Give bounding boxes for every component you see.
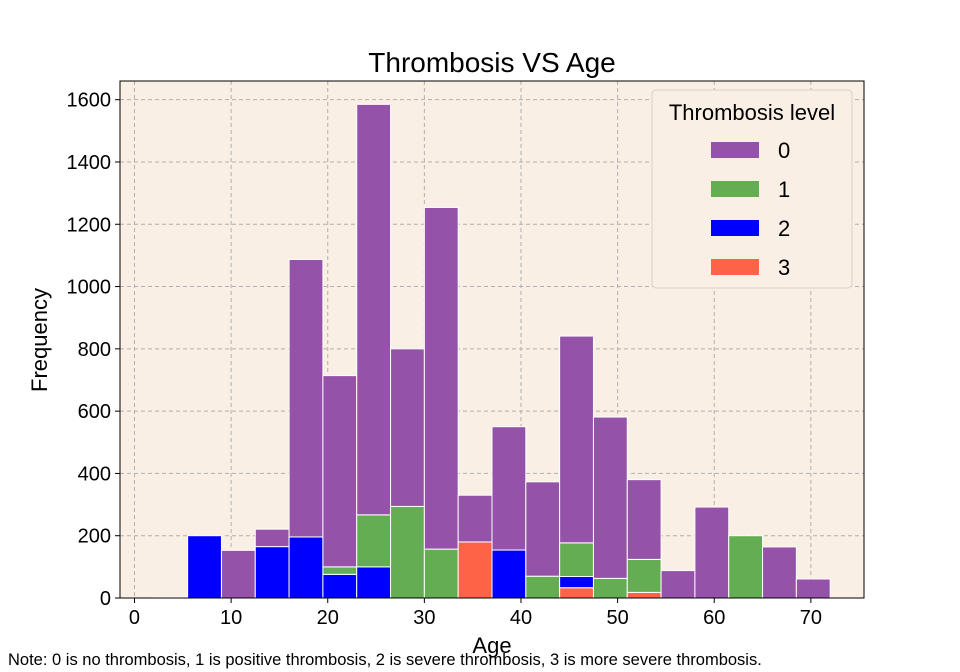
- bar-level-0-bin-14: [626, 479, 662, 560]
- bar-level-0-bin-16: [694, 506, 730, 599]
- y-axis-label: Frequency: [27, 288, 52, 392]
- bar-level-2-bin-4: [288, 536, 324, 599]
- bar-level-1-bin-6: [356, 514, 392, 568]
- y-tick-label: 400: [78, 463, 111, 485]
- y-tick-label: 1200: [67, 214, 112, 236]
- legend: Thrombosis level 0 1 2 3: [651, 89, 853, 289]
- bar-level-1-bin-14: [626, 558, 662, 593]
- legend-label-3: 3: [778, 255, 790, 280]
- x-tick-label: 50: [606, 607, 628, 629]
- x-tick-label: 30: [413, 607, 435, 629]
- bar-level-0-bin-5: [322, 375, 358, 568]
- bar-level-0-bin-18: [762, 546, 797, 599]
- bar-level-0-bin-13: [592, 416, 628, 579]
- bar-level-3-bin-14: [626, 591, 662, 599]
- bar-level-2-bin-6: [356, 566, 392, 599]
- bar-level-0-bin-12: [559, 335, 594, 544]
- y-tick-label: 800: [78, 339, 111, 361]
- bar-level-0-bin-2: [220, 549, 256, 599]
- y-tick-label: 1000: [67, 277, 112, 299]
- x-axis-label: Age: [472, 633, 511, 658]
- bar-level-0-bin-8: [423, 206, 459, 550]
- bar-level-0-bin-10: [491, 426, 527, 551]
- x-tick-label: 40: [510, 607, 532, 629]
- bar-level-1-bin-7: [390, 505, 425, 599]
- bar-level-0-bin-9: [457, 494, 493, 543]
- legend-label-1: 1: [778, 177, 790, 202]
- legend-swatch-2: [711, 220, 759, 236]
- bar-level-2-bin-5: [322, 573, 358, 599]
- y-tick-label: 200: [78, 526, 111, 548]
- bar-level-1-bin-11: [525, 575, 561, 599]
- bar-level-1-bin-8: [423, 548, 459, 599]
- x-tick-label: 60: [703, 607, 725, 629]
- x-tick-label: 10: [220, 607, 242, 629]
- bar-level-3-bin-9: [457, 541, 493, 599]
- chart-title: Thrombosis VS Age: [368, 47, 615, 78]
- y-tick-label: 1600: [67, 90, 112, 112]
- bar-level-0-bin-19: [795, 578, 831, 599]
- bar-level-1-bin-12: [559, 542, 594, 578]
- legend-label-0: 0: [778, 138, 790, 163]
- bar-level-0-bin-6: [356, 103, 392, 516]
- legend-items: 0 1 2 3: [711, 138, 790, 280]
- bar-level-0-bin-3: [254, 528, 290, 548]
- bar-level-3-bin-12: [559, 587, 594, 599]
- bar-level-2-bin-1: [187, 535, 222, 599]
- bar-level-2-bin-10: [491, 549, 527, 599]
- legend-swatch-3: [711, 259, 759, 275]
- bar-level-2-bin-12: [559, 576, 594, 589]
- axis-ticks: 0 10 20 30 40 50 60 700200400600800100012001400…: [67, 90, 822, 629]
- bar-level-0-bin-4: [288, 258, 324, 538]
- x-tick-label: 0: [129, 607, 140, 629]
- x-tick-label: 20: [317, 607, 339, 629]
- bar-level-1-bin-17: [728, 535, 764, 599]
- y-tick-label: 1400: [67, 152, 112, 174]
- legend-title: Thrombosis level: [669, 100, 835, 125]
- x-tick-label: 70: [800, 607, 822, 629]
- footnote: Note: 0 is no thrombosis, 1 is positive …: [8, 651, 762, 669]
- bar-level-2-bin-3: [254, 546, 290, 599]
- legend-swatch-0: [711, 142, 759, 158]
- histogram-bars: [153, 103, 831, 599]
- legend-label-2: 2: [778, 216, 790, 241]
- plot-frame: [119, 80, 865, 599]
- y-tick-label: 0: [100, 588, 111, 610]
- bar-level-0-bin-7: [390, 348, 425, 507]
- bar-level-1-bin-5: [322, 566, 358, 575]
- bar-level-1-bin-13: [592, 577, 628, 599]
- legend-swatch-1: [711, 181, 759, 197]
- y-tick-label: 600: [78, 401, 111, 423]
- bar-level-0-bin-11: [525, 481, 561, 577]
- bar-level-0-bin-15: [660, 570, 696, 599]
